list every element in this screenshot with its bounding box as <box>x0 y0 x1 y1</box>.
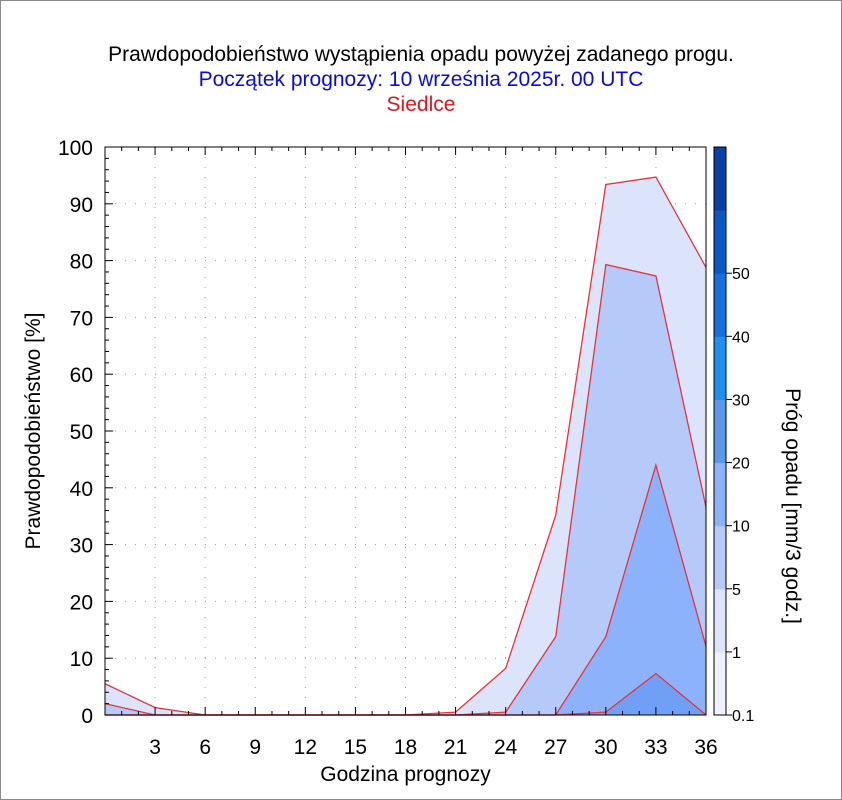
colorbar-tick-label: 1 <box>732 645 741 662</box>
colorbar-band <box>714 399 726 464</box>
x-tick-labels: 3 6 9 12 15 18 21 24 27 30 33 36 <box>149 736 717 759</box>
colorbar-tick-label: 50 <box>732 266 750 283</box>
colorbar-tick-label: 40 <box>732 329 750 346</box>
area-threshold-10 <box>105 673 706 715</box>
y-tick-label: 20 <box>70 591 93 614</box>
x-tick-label: 12 <box>294 736 317 759</box>
colorbar-band <box>714 336 726 400</box>
chart-title: Prawdopodobieństwo wystąpienia opadu pow… <box>108 43 734 66</box>
x-tick-label: 6 <box>199 736 211 759</box>
x-tick-label: 21 <box>444 736 467 759</box>
colorbar-label: Próg opadu [mm/3 godz.] <box>781 388 804 624</box>
x-tick-label: 24 <box>494 736 518 759</box>
x-tick-label: 30 <box>594 736 617 759</box>
colorbar <box>713 146 727 716</box>
x-tick-label: 9 <box>249 736 261 759</box>
colorbar-band <box>714 147 726 211</box>
colorbar-band <box>714 651 726 716</box>
colorbar-band <box>714 588 726 653</box>
y-axis-label: Prawdopodobieństwo [%] <box>22 313 45 550</box>
x-tick-label: 36 <box>694 736 717 759</box>
y-tick-label: 60 <box>70 364 93 387</box>
y-tick-label: 0 <box>81 705 93 728</box>
x-axis-label: Godzina prognozy <box>320 763 491 786</box>
y-tick-label: 30 <box>70 535 93 558</box>
chart-location: Siedlce <box>386 93 456 116</box>
x-tick-label: 18 <box>394 736 417 759</box>
y-tick-label: 50 <box>70 421 93 444</box>
x-tick-label: 3 <box>149 736 161 759</box>
colorbar-tick-label: 0.1 <box>732 708 754 725</box>
y-tick-label: 70 <box>70 307 93 330</box>
x-tick-label: 15 <box>344 736 367 759</box>
colorbar-band <box>714 210 726 274</box>
colorbar-band <box>714 273 726 337</box>
colorbar-tick-label: 5 <box>732 582 741 599</box>
chart-subtitle: Początek prognozy: 10 września 2025r. 00… <box>198 68 644 91</box>
colorbar-band <box>714 525 726 590</box>
y-tick-label: 90 <box>70 194 93 217</box>
colorbar-tick-label: 20 <box>732 456 750 473</box>
area-threshold-0_1 <box>105 177 706 715</box>
colorbar-tick-label: 10 <box>732 519 750 536</box>
colorbar-band <box>714 462 726 527</box>
colorbar-tick-labels: 0.1 1 5 10 20 30 40 50 <box>726 266 754 725</box>
y-tick-label: 80 <box>70 251 93 274</box>
y-tick-label: 100 <box>58 137 93 160</box>
x-tick-label: 27 <box>544 736 567 759</box>
axis-ticks <box>104 146 707 716</box>
x-tick-label: 33 <box>644 736 667 759</box>
colorbar-border <box>713 146 727 716</box>
colorbar-tick-label: 30 <box>732 392 750 409</box>
y-tick-labels: 0 10 20 30 40 50 60 70 80 90 100 <box>58 137 93 728</box>
probability-areas <box>105 177 706 715</box>
y-tick-label: 10 <box>70 648 93 671</box>
y-tick-label: 40 <box>70 478 93 501</box>
